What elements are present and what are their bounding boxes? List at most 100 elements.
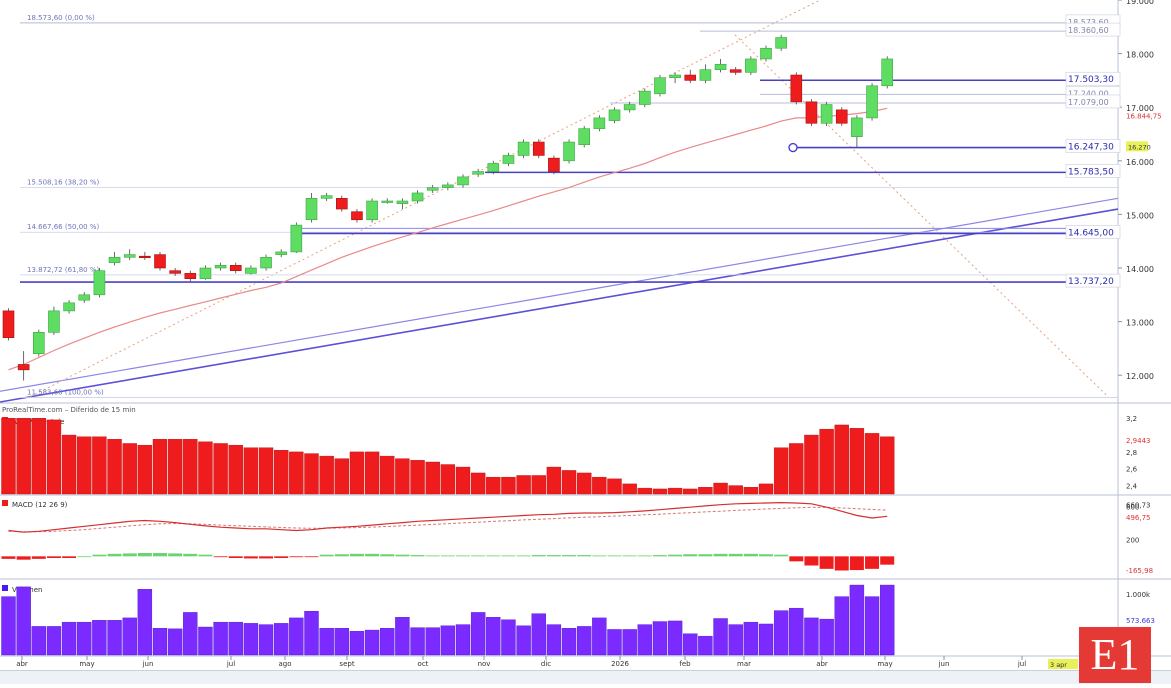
- candle-bull: [214, 265, 227, 269]
- atr-bar: [789, 443, 804, 495]
- level-label-box: [1065, 94, 1121, 109]
- macd-histogram-bar: [789, 556, 804, 562]
- month-label: may: [877, 660, 892, 668]
- atr-bar: [380, 455, 395, 495]
- candle-bull: [851, 117, 863, 137]
- fib-level-label: 11.583,60 (100,00 %): [27, 389, 104, 397]
- macd-histogram-bar: [562, 555, 577, 557]
- volume-bar: [77, 621, 92, 656]
- date-badge-label: 3 apr: [1050, 661, 1067, 669]
- atr-current-value: 2,9443: [1126, 437, 1151, 445]
- volume-bar: [577, 626, 592, 656]
- volume-bar: [61, 621, 77, 656]
- volume-bar: [167, 628, 183, 656]
- level-anchor-marker[interactable]: [788, 142, 798, 153]
- month-label: oct: [418, 660, 429, 668]
- volume-bar: [607, 629, 622, 656]
- level-label: 15.783,50: [1068, 167, 1114, 177]
- level-label: 18.360,60: [1068, 26, 1109, 35]
- candle-bull: [78, 294, 91, 301]
- platform-toolbar[interactable]: [0, 670, 1171, 684]
- candle-bull: [108, 256, 121, 263]
- atr-bar: [349, 451, 365, 495]
- volume-bar: [516, 625, 531, 656]
- macd-histogram-bar: [349, 553, 364, 557]
- dotted-trendline-up: [29, 0, 821, 398]
- level-label: 16.247,30: [1068, 143, 1114, 153]
- macd-tick-label: 200: [1126, 537, 1139, 545]
- volume-bar: [743, 621, 759, 656]
- macd-histogram-bar: [592, 555, 607, 557]
- candle-bull: [881, 58, 894, 87]
- atr-bar: [743, 487, 759, 495]
- atr-bar: [607, 478, 622, 495]
- volume-bar: [758, 623, 774, 656]
- volume-bar: [849, 584, 865, 656]
- volume-bar: [152, 628, 168, 656]
- atr-bar: [804, 434, 819, 495]
- fib-level-label: 13.872,72 (61,80 %): [27, 266, 99, 274]
- macd-histogram-bar: [137, 553, 152, 557]
- atr-bar: [319, 455, 334, 495]
- macd-histogram-bar: [228, 556, 243, 558]
- volume-bar: [304, 611, 319, 656]
- atr-bar: [304, 453, 319, 495]
- macd-title: MACD (12 26 9): [12, 501, 68, 509]
- macd-histogram-bar: [759, 554, 773, 557]
- candle-bull: [32, 332, 45, 355]
- atr-bar: [77, 436, 92, 495]
- atr-bar: [152, 439, 168, 495]
- candle-bull: [593, 117, 606, 129]
- fib-level-label: 14.667,66 (50,00 %): [27, 223, 99, 231]
- month-label: jul: [1017, 660, 1026, 668]
- volume-bar: [592, 617, 607, 656]
- volume-bar: [728, 624, 743, 656]
- candle-bull: [93, 270, 106, 296]
- macd-histogram-bar: [668, 554, 683, 557]
- volume-bar: [319, 628, 334, 656]
- volume-bar: [122, 617, 137, 656]
- atr-bar: [592, 476, 607, 495]
- level-label-box: [1065, 273, 1121, 288]
- macd-histogram-bar: [865, 556, 880, 569]
- macd-histogram-bar: [153, 553, 167, 557]
- volume-bar: [804, 617, 819, 656]
- macd-histogram-bar: [289, 556, 304, 558]
- volume-tick-label: 573.663: [1126, 617, 1155, 625]
- volume-bar: [228, 621, 243, 656]
- candle-bear: [351, 211, 363, 221]
- trendline-upper: [0, 197, 1119, 392]
- volume-bar: [364, 629, 380, 656]
- macd-histogram-bar: [698, 554, 713, 557]
- volume-bar: [258, 624, 274, 656]
- volume-bar: [667, 620, 683, 656]
- volume-tick-label: 1.000k: [1126, 591, 1151, 599]
- volume-bar: [183, 612, 198, 656]
- atr-tick-label: 2,8: [1126, 449, 1137, 457]
- fib-level-label: 15.508,16 (38,20 %): [27, 179, 99, 187]
- macd-histogram-bar: [804, 556, 819, 566]
- macd-value-2: 496,75: [1126, 514, 1151, 522]
- atr-bar: [395, 458, 410, 495]
- volume-bar: [1, 596, 16, 656]
- fib-level-label: 18.573,60 (0,00 %): [27, 14, 95, 22]
- month-label: feb: [679, 660, 691, 668]
- month-label: jun: [142, 660, 154, 668]
- volume-bar: [243, 623, 259, 656]
- macd-legend-swatch: [2, 500, 8, 506]
- macd-histogram-bar: [774, 554, 789, 557]
- macd-histogram-bar: [243, 556, 258, 559]
- candle-bear: [729, 69, 742, 73]
- candle-bull: [472, 171, 484, 175]
- macd-histogram-bar: [198, 554, 213, 557]
- month-label: jun: [938, 660, 950, 668]
- level-label: 14.645,00: [1068, 228, 1114, 238]
- candle-bull: [305, 198, 318, 221]
- atr-bar: [167, 439, 183, 495]
- candle-bull: [63, 302, 75, 312]
- atr-bar: [61, 434, 77, 495]
- macd-histogram-bar: [46, 556, 61, 558]
- atr-bar: [561, 470, 577, 495]
- volume-bar: [713, 618, 728, 656]
